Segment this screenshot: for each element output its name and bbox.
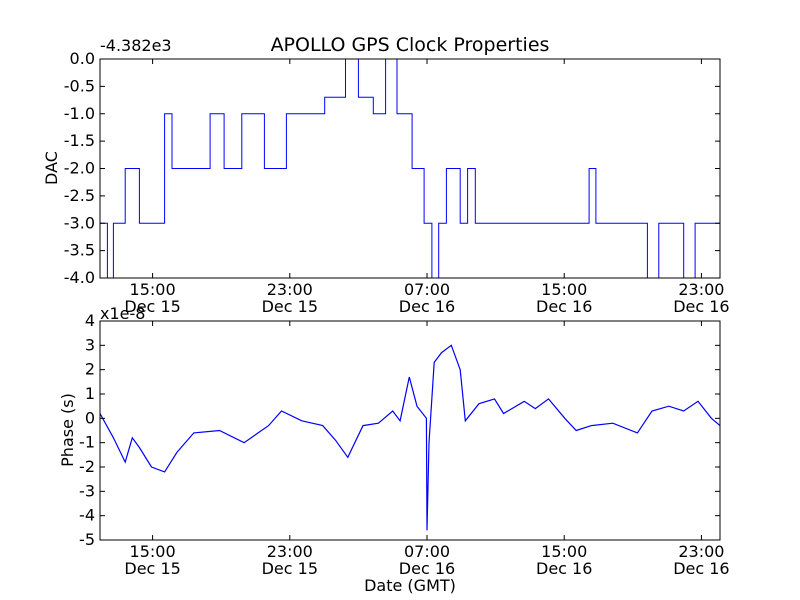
phase-x-tick-time-label: 07:00 [404, 542, 450, 561]
dac-x-tick-time-label: 15:00 [541, 280, 587, 299]
dac-x-tick-date-label: Dec 16 [399, 297, 455, 316]
phase-x-tick-time-label: 15:00 [541, 542, 587, 561]
dac-y-tick-label: -1.0 [64, 104, 95, 123]
dac-x-tick-date-label: Dec 16 [673, 297, 729, 316]
phase-series-layer [99, 344, 721, 531]
phase-x-tick-time-label: 23:00 [267, 542, 313, 561]
dac-x-tick-time-label: 07:00 [404, 280, 450, 299]
phase-x-tick-date-label: Dec 15 [262, 559, 318, 578]
phase-x-tick-date-label: Dec 16 [536, 559, 592, 578]
dac-y-tick-label: -2.5 [64, 186, 95, 205]
phase-axes-frame [99, 320, 721, 541]
figure-title: APOLLO GPS Clock Properties [271, 34, 550, 56]
phase-x-tick-time-label: 15:00 [130, 542, 176, 561]
phase-y-tick-label: 1 [85, 384, 95, 403]
phase-series-line [99, 344, 721, 531]
phase-offset-label: x1e-8 [100, 304, 145, 323]
dac-x-tick-date-label: Dec 15 [262, 297, 318, 316]
x-axis-label: Date (GMT) [364, 576, 456, 595]
phase-y-tick-label: -3 [79, 481, 95, 500]
phase-y-axis-label: Phase (s) [58, 393, 77, 467]
dac-y-tick-label: -3.5 [64, 241, 95, 260]
dac-x-tick-time-label: 23:00 [267, 280, 313, 299]
phase-x-tick-date-label: Dec 16 [399, 559, 455, 578]
dac-y-tick-label: -3.0 [64, 213, 95, 232]
dac-panel: 0.0 -0.5 -1.0 -1.5 -2.0 -2.5 -3.0 -3.5 -4.0 15:0… [42, 36, 730, 316]
dac-y-axis-label: DAC [42, 151, 61, 185]
dac-y-tick-label: -2.0 [64, 159, 95, 178]
phase-x-tick-date-label: Dec 15 [124, 559, 180, 578]
dac-offset-label: -4.382e3 [100, 36, 172, 55]
phase-y-tick-label: -5 [79, 530, 95, 549]
phase-x-tick-time-label: 23:00 [678, 542, 724, 561]
phase-y-tick-label: 0 [85, 408, 95, 427]
phase-y-tick-label: 2 [85, 360, 95, 379]
phase-y-tick-label: 3 [85, 335, 95, 354]
dac-x-tick-time-label: 15:00 [130, 280, 176, 299]
dac-x-tick-date-label: Dec 15 [124, 297, 180, 316]
phase-y-tick-label: -4 [79, 506, 95, 525]
phase-y-tick-label: 4 [85, 311, 95, 330]
dac-y-tick-label: 0.0 [70, 49, 95, 68]
dac-y-tick-label: -0.5 [64, 76, 95, 95]
phase-y-tick-label: -1 [79, 433, 95, 452]
dac-x-tick-date-label: Dec 16 [536, 297, 592, 316]
phase-y-tick-label: -2 [79, 457, 95, 476]
phase-x-tick-date-label: Dec 16 [673, 559, 729, 578]
dac-x-tick-time-label: 23:00 [678, 280, 724, 299]
phase-y-ticks: 4 3 2 1 0 -1 -2 -3 -4 -5 [79, 311, 720, 549]
dac-y-tick-label: -4.0 [64, 268, 95, 287]
dac-y-ticks: 0.0 -0.5 -1.0 -1.5 -2.0 -2.5 -3.0 -3.5 -4.0 [64, 49, 720, 287]
dac-y-tick-label: -1.5 [64, 131, 95, 150]
